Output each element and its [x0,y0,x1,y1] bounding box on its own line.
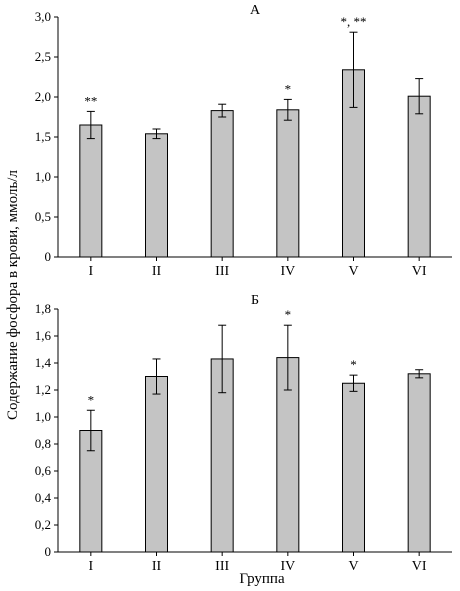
significance-label: * [285,307,292,322]
bar [342,382,365,553]
y-tick-label: 1,8 [35,301,51,316]
bar [79,124,103,258]
x-tick-label: VI [412,264,427,279]
x-tick-label: I [88,559,93,574]
x-tick-label: VI [412,559,427,574]
chart-title: А [250,3,261,18]
chart-title: Б [251,293,259,308]
y-tick-label: 1,4 [35,355,52,370]
x-tick-label: V [348,559,358,574]
bar [276,109,300,258]
bar [407,373,431,553]
bar [210,110,234,258]
y-tick-label: 0,2 [35,517,51,532]
x-tick-label: IV [280,559,295,574]
y-tick-label: 1,5 [35,129,51,144]
significance-label: *, ** [341,14,367,29]
x-tick-label: II [152,264,162,279]
bar [145,133,168,258]
y-tick-label: 0,6 [35,463,52,478]
x-tick-label: III [215,264,229,279]
y-tick-label: 0,8 [35,436,51,451]
x-tick-label: II [152,559,162,574]
y-tick-label: 1,0 [35,409,51,424]
bar [407,95,431,258]
y-tick-label: 0,4 [35,490,52,505]
significance-label: ** [84,93,97,108]
significance-label: * [350,357,357,372]
x-tick-label: IV [280,264,295,279]
y-tick-label: 2,5 [35,49,51,64]
y-tick-label: 0 [45,544,52,559]
x-axis-label: Группа [239,571,285,587]
y-tick-label: 3,0 [35,9,51,24]
significance-label: * [88,392,95,407]
x-tick-label: I [88,264,93,279]
y-tick-label: 1,2 [35,382,51,397]
panel-b-chart: 00,20,40,60,81,01,21,41,61,8БI*II III IV*V… [35,293,452,574]
y-axis-label: Содержание фосфора в крови, ммоль/л [5,170,21,420]
y-tick-label: 0,5 [35,209,51,224]
y-tick-label: 2,0 [35,89,51,104]
panel-a-chart: 00,51,01,52,02,53,0 АI**II III IV*V*, **VI [35,3,452,279]
y-tick-label: 1,6 [35,328,52,343]
y-tick-label: 1,0 [35,169,51,184]
y-tick-label: 0 [45,249,52,264]
x-tick-label: V [348,264,358,279]
x-tick-label: III [215,559,229,574]
bar [145,376,168,553]
significance-label: * [285,81,292,96]
